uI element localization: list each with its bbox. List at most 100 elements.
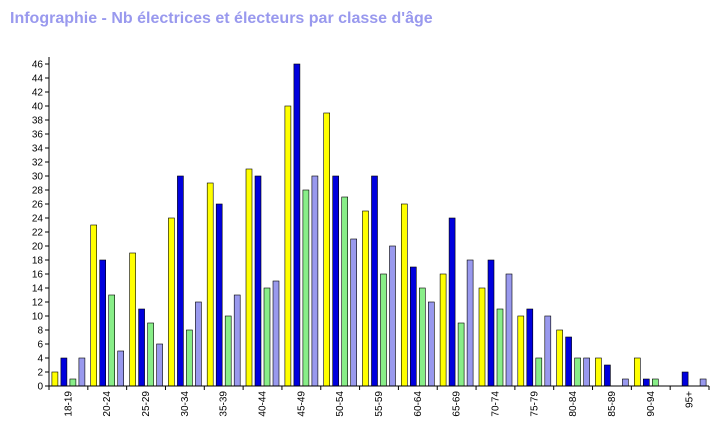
bar xyxy=(565,336,572,387)
y-tick-label: 4 xyxy=(37,354,43,365)
bar xyxy=(332,175,340,387)
y-tick-label: 14 xyxy=(32,284,44,295)
bar xyxy=(138,308,145,387)
x-tick-label: 60-64 xyxy=(413,391,424,417)
bar xyxy=(362,210,369,387)
y-tick-label: 36 xyxy=(32,130,44,141)
x-tick-label: 95+ xyxy=(685,391,696,408)
bar xyxy=(263,287,271,387)
x-tick-label: 80-84 xyxy=(568,391,579,417)
bar xyxy=(147,322,154,387)
bars-layer xyxy=(51,63,707,387)
y-tick-label: 44 xyxy=(32,74,44,85)
bar xyxy=(574,357,581,387)
bar xyxy=(117,350,124,387)
x-tick-label: 70-74 xyxy=(490,391,501,417)
y-tick-label: 28 xyxy=(32,186,44,197)
x-tick-label: 45-49 xyxy=(296,391,307,417)
bar xyxy=(622,378,629,387)
y-tick-label: 38 xyxy=(32,116,44,127)
bar xyxy=(129,252,136,387)
bar xyxy=(400,203,408,387)
bar xyxy=(90,224,97,387)
bar xyxy=(556,329,563,387)
bar xyxy=(177,175,184,387)
bar xyxy=(284,105,292,387)
bar xyxy=(466,259,474,387)
bar xyxy=(505,273,513,387)
bar xyxy=(371,175,378,387)
bar xyxy=(108,294,115,387)
x-tick-label: 55-59 xyxy=(374,391,385,417)
bar xyxy=(233,294,241,387)
y-tick-label: 40 xyxy=(32,102,44,113)
bar xyxy=(651,378,659,387)
bar xyxy=(595,357,602,387)
bar xyxy=(78,357,86,387)
x-tick-label: 65-69 xyxy=(452,391,463,417)
y-tick-label: 18 xyxy=(32,256,44,267)
bar xyxy=(418,287,426,387)
x-tick-label: 35-39 xyxy=(219,391,230,417)
bar xyxy=(439,273,447,387)
y-tick-label: 12 xyxy=(32,298,44,309)
bar xyxy=(526,308,534,387)
y-tick-label: 46 xyxy=(32,60,44,71)
x-tick-label: 25-29 xyxy=(141,391,152,417)
bar xyxy=(245,168,253,387)
bar xyxy=(633,357,641,387)
bar xyxy=(642,378,650,387)
bar xyxy=(323,112,331,387)
y-tick-label: 20 xyxy=(32,242,44,253)
bar xyxy=(544,315,552,387)
bar xyxy=(409,266,417,387)
y-tick-label: 6 xyxy=(37,340,43,351)
x-tick-label: 18-19 xyxy=(63,391,74,417)
y-tick-label: 22 xyxy=(32,228,44,239)
y-tick-label: 26 xyxy=(32,200,44,211)
bar xyxy=(487,259,495,387)
y-tick-label: 10 xyxy=(32,312,44,323)
x-tick-label: 75-79 xyxy=(529,391,540,417)
y-tick-label: 2 xyxy=(37,368,43,379)
bar xyxy=(427,301,435,387)
bar xyxy=(457,322,465,387)
bar xyxy=(448,217,456,387)
x-tick-label: 30-34 xyxy=(180,391,191,417)
y-tick-label: 42 xyxy=(32,88,44,99)
bar xyxy=(215,203,223,387)
bar xyxy=(583,357,590,387)
y-tick-label: 0 xyxy=(37,382,43,393)
bar xyxy=(535,357,543,387)
bar xyxy=(293,63,301,387)
x-tick-label: 85-89 xyxy=(607,391,618,417)
chart-title: Infographie - Nb électrices et électeurs… xyxy=(10,10,433,27)
bar xyxy=(604,364,611,387)
bar xyxy=(272,280,280,387)
bar xyxy=(350,238,358,387)
bar xyxy=(681,371,689,387)
x-tick-label: 20-24 xyxy=(102,391,113,417)
bar xyxy=(380,273,387,387)
y-tick-label: 30 xyxy=(32,172,44,183)
bar xyxy=(206,182,214,387)
x-tick-label: 40-44 xyxy=(258,391,269,417)
bar xyxy=(224,315,232,387)
bar xyxy=(69,378,77,387)
bar xyxy=(156,343,163,387)
bar xyxy=(254,175,262,387)
x-tick-label: 90-94 xyxy=(646,391,657,417)
bar xyxy=(478,287,486,387)
y-tick-label: 16 xyxy=(32,270,44,281)
bar xyxy=(389,245,396,387)
bar xyxy=(311,175,319,387)
bar xyxy=(517,315,525,387)
x-tick-label: 50-54 xyxy=(335,391,346,417)
bar xyxy=(168,217,175,387)
bar xyxy=(302,189,310,387)
y-tick-label: 24 xyxy=(32,214,44,225)
bar xyxy=(341,196,349,387)
bar xyxy=(60,357,68,387)
bar xyxy=(186,329,193,387)
y-tick-label: 32 xyxy=(32,158,44,169)
